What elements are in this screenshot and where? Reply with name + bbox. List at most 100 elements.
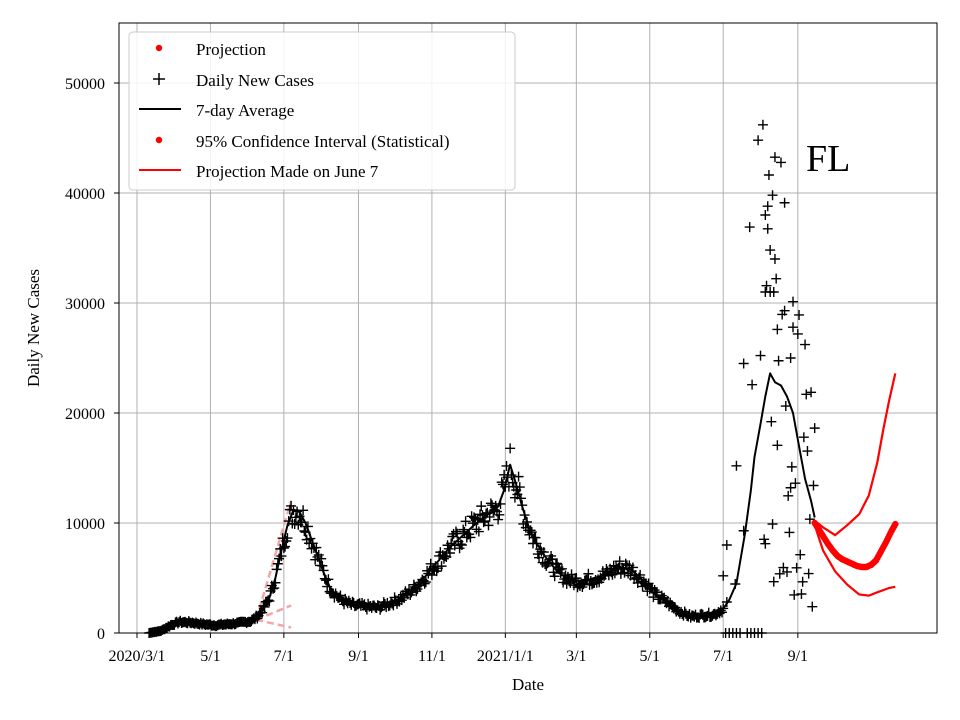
x-tick-label: 2021/1/1 (477, 648, 534, 665)
daily-case-marker (774, 568, 785, 579)
daily-case-marker (792, 328, 803, 339)
daily-case-marker (547, 554, 558, 565)
seven-day-average-line (148, 372, 816, 634)
x-tick-label: 5/1 (200, 648, 220, 665)
daily-case-marker (781, 566, 792, 577)
y-axis-label: Daily New Cases (24, 269, 43, 387)
daily-case-marker (763, 169, 774, 180)
daily-case-marker (798, 432, 809, 443)
daily-case-marker (790, 478, 801, 489)
daily-case-marker (419, 578, 430, 589)
x-tick-label: 11/1 (418, 648, 446, 665)
legend-ci-marker (155, 136, 163, 144)
daily-case-marker (718, 570, 729, 581)
daily-case-marker (744, 222, 755, 233)
daily-case-marker (769, 152, 780, 163)
legend-daily-cases-label: Daily New Cases (196, 71, 314, 90)
daily-case-marker (485, 498, 496, 509)
y-tick-label: 40000 (65, 186, 105, 203)
daily-case-marker (802, 446, 813, 457)
daily-case-marker (804, 514, 815, 525)
daily-case-marker (794, 309, 805, 320)
legend-june7-label: Projection Made on June 7 (196, 162, 379, 181)
y-tick-label: 20000 (65, 406, 105, 423)
y-tick-label: 0 (97, 626, 105, 643)
y-tick-label: 10000 (65, 516, 105, 533)
daily-case-marker (452, 528, 463, 539)
daily-case-marker (766, 416, 777, 427)
daily-case-marker (767, 519, 778, 530)
daily-case-marker (762, 223, 773, 234)
june7-projection-lines (813, 373, 897, 597)
daily-case-marker (436, 561, 447, 572)
june7-projection-upper (814, 373, 897, 537)
daily-case-marker (470, 513, 481, 524)
average-line (148, 372, 816, 634)
daily-case-marker (761, 280, 772, 291)
daily-case-marker (747, 379, 758, 390)
daily-case-marker (549, 571, 560, 582)
projection-point (892, 520, 899, 528)
daily-case-marker (738, 358, 749, 369)
daily-case-marker (420, 577, 431, 588)
daily-case-marker (762, 201, 773, 212)
x-tick-label: 7/1 (274, 648, 294, 665)
daily-case-marker (773, 355, 784, 366)
daily-case-marker (731, 460, 742, 471)
daily-case-marker (791, 562, 802, 573)
legend-daily-cases-marker (153, 73, 165, 85)
daily-case-marker (473, 526, 484, 537)
legend-average-label: 7-day Average (196, 101, 294, 120)
daily-case-marker (278, 543, 289, 554)
x-tick-label: 7/1 (713, 648, 733, 665)
daily-case-marker (801, 389, 812, 400)
daily-case-marker (460, 516, 471, 527)
legend-box (128, 31, 516, 191)
daily-case-marker (614, 556, 625, 567)
daily-case-marker (475, 509, 486, 520)
daily-case-marker (803, 568, 814, 579)
daily-case-marker (494, 509, 505, 520)
daily-case-marker (721, 540, 732, 550)
daily-case-marker (286, 500, 297, 511)
daily-case-marker (788, 322, 799, 333)
x-tick-label: 3/1 (566, 648, 586, 665)
daily-case-marker (785, 353, 796, 363)
daily-case-marker (757, 119, 768, 130)
daily-case-marker (779, 305, 790, 316)
x-axis-label: Date (512, 675, 544, 694)
daily-case-marker (786, 461, 797, 472)
daily-case-marker (768, 576, 779, 587)
daily-case-marker (583, 568, 594, 579)
x-tick-label: 2020/3/1 (109, 648, 166, 665)
daily-case-marker (455, 539, 466, 550)
daily-case-marker (759, 534, 770, 545)
daily-case-marker (769, 254, 780, 264)
june7-projection-lower (813, 524, 896, 597)
daily-case-marker (444, 547, 455, 558)
legend-ci-label: 95% Confidence Interval (Statistical) (196, 132, 450, 151)
daily-case-marker (768, 287, 779, 297)
legend: Projection Daily New Cases 7-day Average… (128, 31, 516, 191)
daily-case-marker (806, 387, 817, 398)
daily-case-marker (493, 514, 504, 525)
daily-case-marker (738, 525, 749, 536)
daily-case-marker (755, 350, 766, 361)
x-tick-label: 5/1 (640, 648, 660, 665)
plot-frame (118, 22, 938, 634)
early-projection-lower (255, 618, 292, 629)
daily-case-marker (795, 549, 806, 560)
legend-projection-label: Projection (196, 40, 266, 59)
daily-case-marker (450, 526, 461, 537)
daily-case-marker (425, 558, 436, 569)
daily-case-marker (784, 527, 795, 538)
daily-case-marker (772, 440, 783, 451)
daily-case-marker (471, 524, 482, 535)
daily-case-marker (456, 540, 467, 551)
daily-case-marker (476, 501, 487, 512)
legend-projection-marker (155, 44, 163, 52)
y-tick-label: 50000 (65, 76, 105, 93)
daily-case-marker (800, 339, 811, 350)
daily-case-marker (767, 190, 778, 201)
x-tick-label: 9/1 (788, 648, 808, 665)
